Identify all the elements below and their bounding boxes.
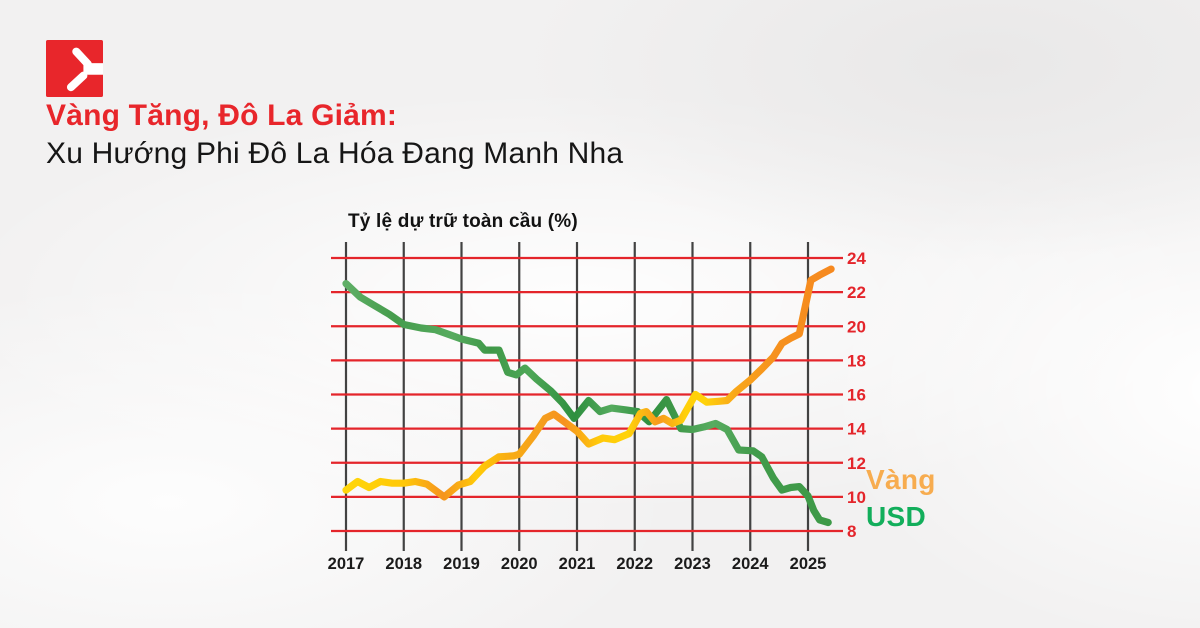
page-title-line2: Xu Hướng Phi Đô La Hóa Đang Manh Nha [46, 137, 624, 170]
y-tick-label: 18 [847, 351, 866, 370]
brand-logo [46, 40, 103, 97]
y-tick-label: 12 [847, 454, 866, 473]
x-tick-label: 2019 [443, 555, 480, 573]
brand-logo-icon [46, 40, 103, 97]
y-tick-label: 8 [847, 522, 856, 541]
legend-label-usd: USD [866, 501, 927, 532]
x-tick-label: 2021 [559, 555, 596, 573]
x-tick-label: 2018 [385, 555, 422, 573]
chart-legend: Vàng USD [866, 461, 936, 535]
x-tick-label: 2025 [790, 555, 827, 573]
x-tick-label: 2024 [732, 555, 770, 573]
y-tick-label: 24 [847, 249, 866, 268]
legend-label-vang: Vàng [866, 464, 936, 495]
y-tick-label: 20 [847, 317, 866, 336]
series-line-usd [342, 280, 832, 527]
page-title-line1: Vàng Tăng, Đô La Giảm: [46, 99, 398, 132]
y-tick-label: 22 [847, 283, 866, 302]
series-line-vàng [342, 265, 835, 501]
chart-title: Tỷ lệ dự trữ toàn cầu (%) [348, 211, 578, 232]
y-tick-label: 16 [847, 386, 866, 405]
y-tick-label: 14 [847, 420, 866, 439]
x-tick-label: 2017 [328, 555, 365, 573]
x-tick-label: 2022 [616, 555, 653, 573]
x-tick-label: 2023 [674, 555, 711, 573]
y-tick-label: 10 [847, 488, 866, 507]
x-tick-label: 2020 [501, 555, 538, 573]
